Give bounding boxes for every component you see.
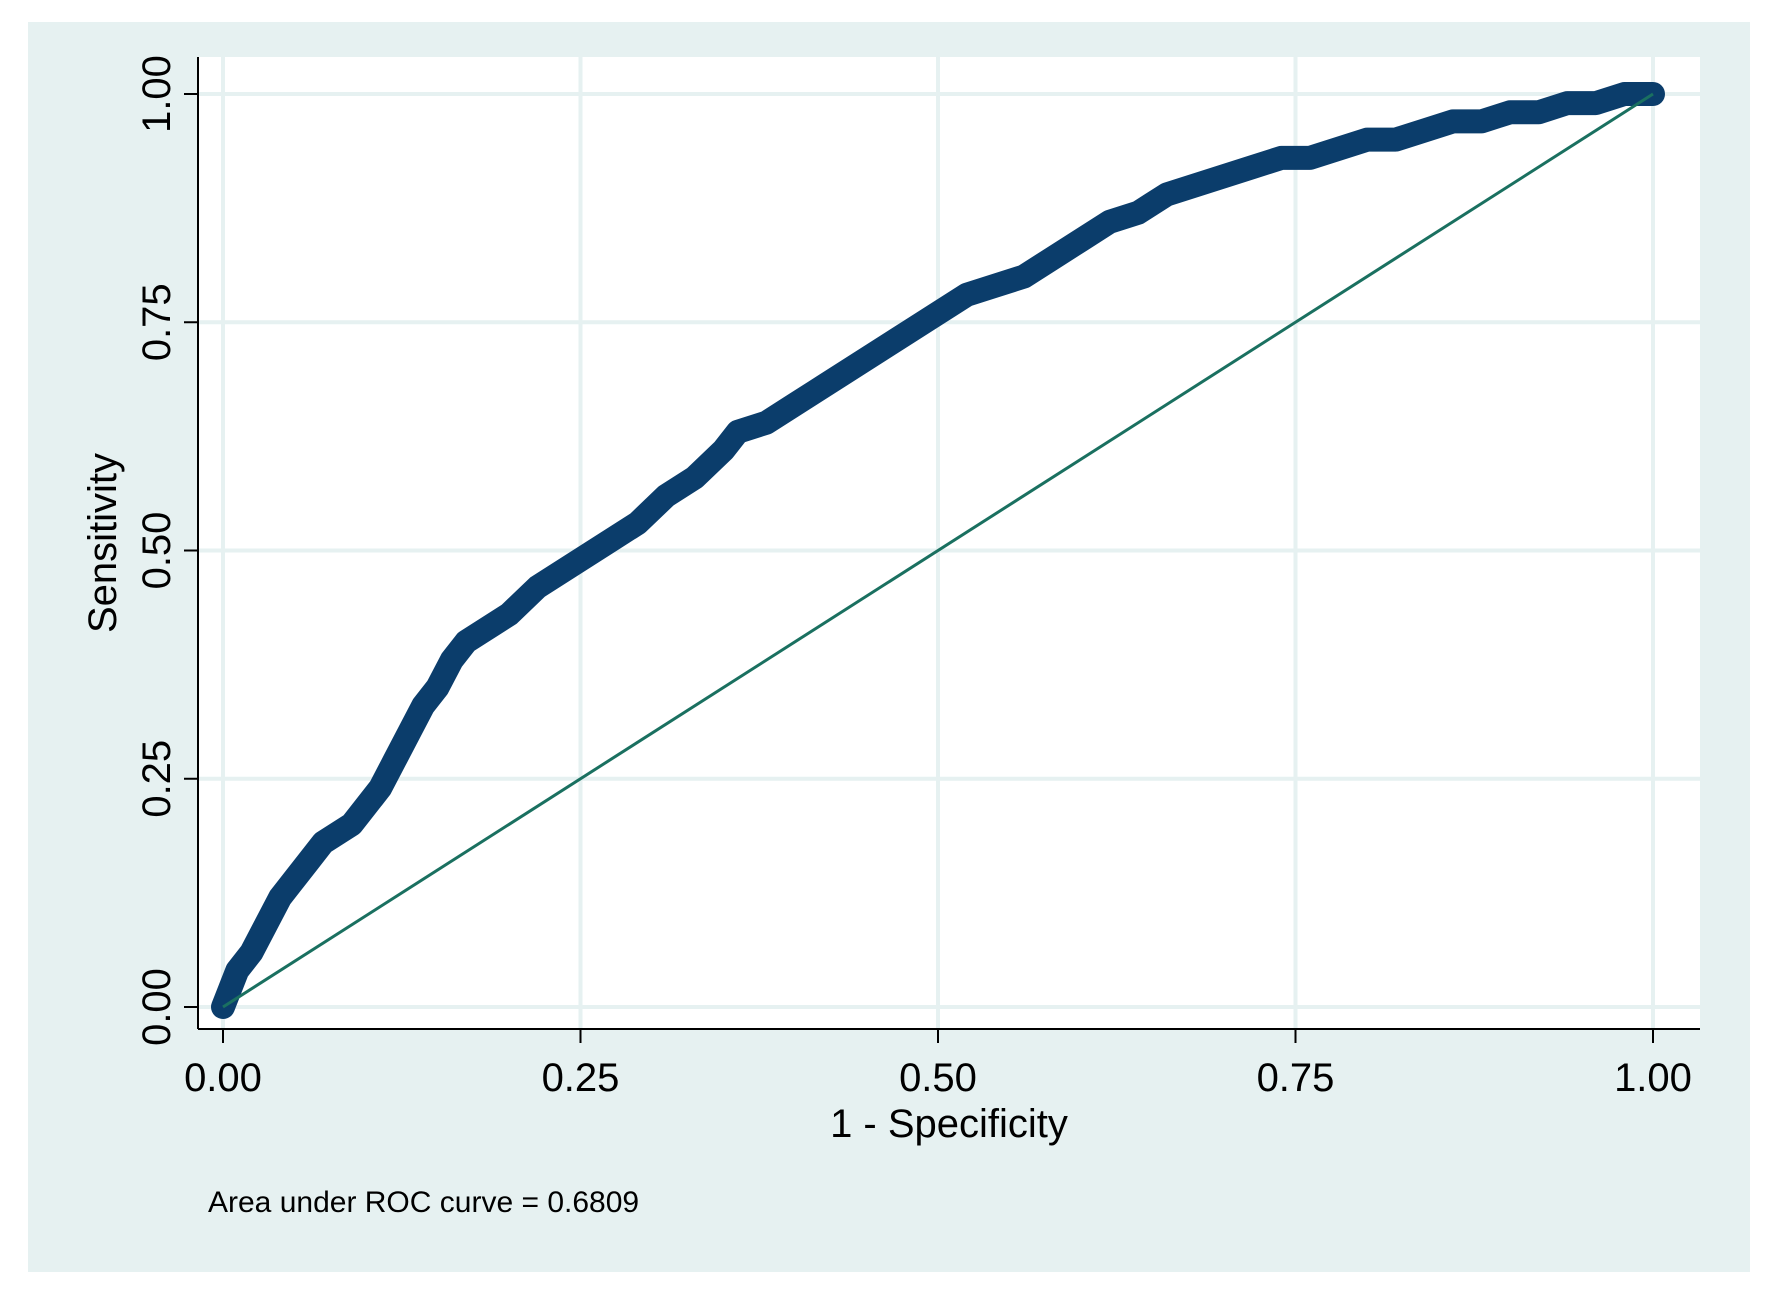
label-layer: 0.00 0.25 0.50 0.75 1.00 0.00 0.25 0.50 0.75 1.00… (81, 55, 1692, 1219)
x-tick-label: 0.00 (184, 1056, 262, 1100)
roc-chart: 0.00 0.25 0.50 0.75 1.00 0.00 0.25 0.50 0.75 1.00… (81, 55, 1700, 1219)
y-tick-label: 0.75 (135, 283, 179, 361)
x-tick-label: 0.50 (899, 1056, 977, 1100)
roc-curve-line (211, 82, 1665, 1019)
y-axis-title: Sensitivity (81, 453, 125, 633)
x-tick-label: 1.00 (1614, 1056, 1692, 1100)
x-tick-label: 0.25 (542, 1056, 620, 1100)
y-tick-label: 0.00 (135, 968, 179, 1046)
y-tick-label: 1.00 (135, 55, 179, 133)
y-tick-label: 0.25 (135, 740, 179, 818)
axis-layer (184, 57, 1700, 1043)
series-layer (211, 82, 1665, 1019)
reference-line (222, 92, 1654, 1009)
chart-frame: 0.00 0.25 0.50 0.75 1.00 0.00 0.25 0.50 0.75 1.00… (28, 22, 1750, 1272)
x-tick-label: 0.75 (1257, 1056, 1335, 1100)
auc-note: Area under ROC curve = 0.6809 (208, 1186, 639, 1219)
grid-layer (198, 57, 1700, 1029)
x-axis-title: 1 - Specificity (830, 1102, 1068, 1146)
y-tick-label: 0.50 (135, 512, 179, 590)
